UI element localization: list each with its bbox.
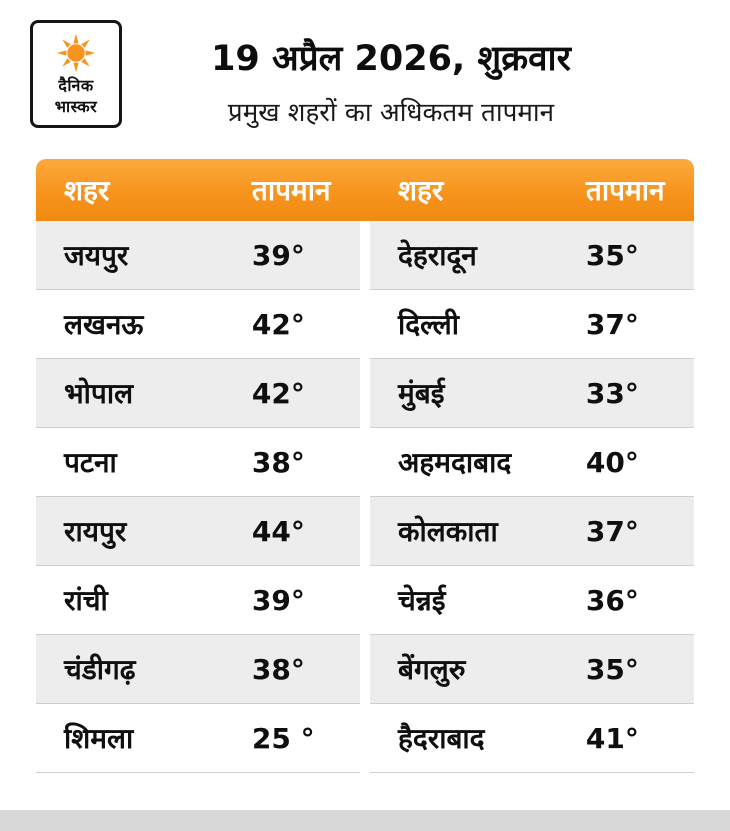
row-cell-pair: मुंबई 33° [370, 359, 694, 428]
logo-text-line1: दैनिक [58, 76, 94, 96]
row-cell-pair: देहरादून 35° [370, 221, 694, 290]
row-cell-pair: अहमदाबाद 40° [370, 428, 694, 497]
temperature-value: 36° [585, 583, 639, 617]
dainik-bhaskar-logo: दैनिक भास्कर [30, 20, 122, 128]
page-title: 19 अप्रैल 2026, शुक्रवार [211, 39, 571, 79]
temperature-value: 39° [251, 583, 305, 617]
title-block: 19 अप्रैल 2026, शुक्रवार प्रमुख शहरों का… [122, 20, 700, 129]
temperature-value: 38° [251, 445, 305, 479]
row-cell-pair: जयपुर 39° [36, 221, 360, 290]
table-header-row: शहर तापमान शहर तापमान [36, 159, 694, 221]
temperature-value: 44° [251, 514, 305, 548]
city-name: दिल्ली [398, 308, 459, 341]
temperature-value: 40° [585, 445, 639, 479]
table-row: शिमला 25 ° हैदराबाद 41° [36, 704, 694, 773]
temperature-value: 39° [251, 238, 305, 272]
city-name: अहमदाबाद [398, 446, 512, 479]
city-name: रायपुर [64, 515, 127, 548]
table-row: भोपाल 42° मुंबई 33° [36, 359, 694, 428]
table-row: रायपुर 44° कोलकाता 37° [36, 497, 694, 566]
table-row: चंडीगढ़ 38° बेंगलुरु 35° [36, 635, 694, 704]
row-cell-pair: चेन्नई 36° [370, 566, 694, 635]
table-row: जयपुर 39° देहरादून 35° [36, 221, 694, 290]
temperature-value: 42° [251, 307, 305, 341]
row-cell-pair: शिमला 25 ° [36, 704, 360, 773]
temperature-value: 35° [585, 238, 639, 272]
row-cell-pair: लखनऊ 42° [36, 290, 360, 359]
temperature-value: 42° [251, 376, 305, 410]
row-cell-pair: दिल्ली 37° [370, 290, 694, 359]
city-name: मुंबई [398, 377, 445, 410]
column-header-temp-left: तापमान [251, 174, 331, 207]
temperature-value: 37° [585, 514, 639, 548]
city-name: चंडीगढ़ [64, 653, 136, 686]
row-cell-pair: कोलकाता 37° [370, 497, 694, 566]
bottom-strip [0, 810, 730, 831]
temperature-value: 33° [585, 376, 639, 410]
city-name: चेन्नई [398, 584, 446, 617]
city-name: कोलकाता [398, 515, 498, 548]
temperature-value: 41° [585, 721, 639, 755]
temperature-value: 37° [585, 307, 639, 341]
row-cell-pair: बेंगलुरु 35° [370, 635, 694, 704]
city-name: बेंगलुरु [398, 653, 466, 686]
page-header: दैनिक भास्कर 19 अप्रैल 2026, शुक्रवार प्… [0, 0, 730, 129]
logo-text-line2: भास्कर [54, 97, 98, 116]
column-header-temp-right: तापमान [585, 174, 665, 207]
row-cell-pair: रायपुर 44° [36, 497, 360, 566]
city-name: शिमला [64, 722, 134, 755]
city-name: लखनऊ [64, 308, 144, 341]
city-name: हैदराबाद [398, 722, 485, 755]
row-cell-pair: हैदराबाद 41° [370, 704, 694, 773]
temperature-value: 35° [585, 652, 639, 686]
row-cell-pair: पटना 38° [36, 428, 360, 497]
column-header-city-right: शहर [398, 174, 444, 207]
temperature-table: शहर तापमान शहर तापमान जयपुर 39° देहरादून… [36, 159, 694, 773]
city-name: देहरादून [398, 239, 477, 272]
temperature-value: 25 ° [251, 721, 315, 755]
city-name: जयपुर [64, 239, 129, 272]
table-row: पटना 38° अहमदाबाद 40° [36, 428, 694, 497]
city-name: पटना [64, 446, 117, 479]
table-row: लखनऊ 42° दिल्ली 37° [36, 290, 694, 359]
row-cell-pair: चंडीगढ़ 38° [36, 635, 360, 704]
row-cell-pair: रांची 39° [36, 566, 360, 635]
header-left-half: शहर तापमान [36, 159, 360, 221]
table-row: रांची 39° चेन्नई 36° [36, 566, 694, 635]
page-subtitle: प्रमुख शहरों का अधिकतम तापमान [227, 98, 555, 128]
city-name: रांची [64, 584, 108, 617]
column-header-city-left: शहर [64, 174, 110, 207]
temperature-value: 38° [251, 652, 305, 686]
header-right-half: शहर तापमान [370, 159, 694, 221]
sun-icon [56, 33, 96, 73]
city-name: भोपाल [64, 377, 134, 410]
row-cell-pair: भोपाल 42° [36, 359, 360, 428]
